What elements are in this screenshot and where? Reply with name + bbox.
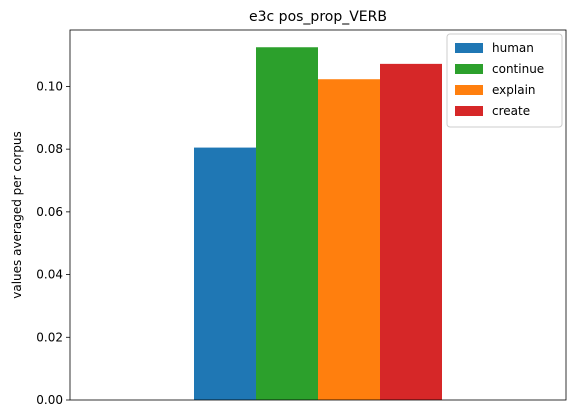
legend-label-create: create — [492, 104, 530, 118]
y-tick-label: 0.02 — [36, 330, 63, 344]
chart-title: e3c pos_prop_VERB — [249, 9, 387, 25]
y-axis: 0.00 0.02 0.04 0.06 0.08 0.10 — [36, 79, 70, 407]
bar-create — [380, 63, 442, 400]
y-tick-label: 0.04 — [36, 268, 63, 282]
bar-continue — [256, 47, 318, 401]
y-tick-label: 0.08 — [36, 142, 63, 156]
legend-label-explain: explain — [492, 83, 536, 97]
y-tick-label: 0.06 — [36, 205, 63, 219]
legend-swatch-explain — [455, 85, 483, 95]
legend-box — [446, 33, 563, 128]
legend-swatch-create — [455, 106, 483, 116]
legend-label-human: human — [492, 41, 534, 55]
bar-human — [194, 147, 256, 400]
bar-explain — [318, 79, 380, 400]
legend-swatch-human — [455, 43, 483, 53]
legend: human continue explain create — [446, 33, 563, 128]
plot-frame — [69, 29, 567, 401]
y-tick-label: 0.10 — [36, 79, 63, 93]
y-tick-label: 0.00 — [36, 393, 63, 407]
bars-group — [194, 47, 442, 401]
legend-swatch-continue — [455, 64, 483, 74]
legend-label-continue: continue — [492, 62, 544, 76]
y-axis-label: values averaged per corpus — [10, 131, 24, 299]
